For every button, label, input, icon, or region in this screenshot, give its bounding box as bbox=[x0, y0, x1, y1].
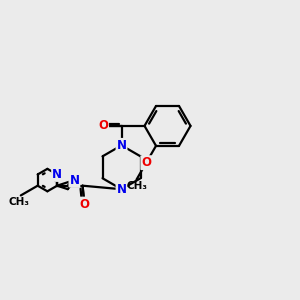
Text: CH₃: CH₃ bbox=[126, 181, 147, 191]
Text: O: O bbox=[98, 119, 108, 132]
Text: N: N bbox=[116, 139, 127, 152]
Text: CH₃: CH₃ bbox=[9, 197, 30, 207]
Text: O: O bbox=[80, 198, 89, 211]
Text: N: N bbox=[69, 174, 80, 187]
Text: N: N bbox=[116, 183, 127, 196]
Text: O: O bbox=[141, 156, 151, 169]
Text: N: N bbox=[52, 168, 62, 181]
